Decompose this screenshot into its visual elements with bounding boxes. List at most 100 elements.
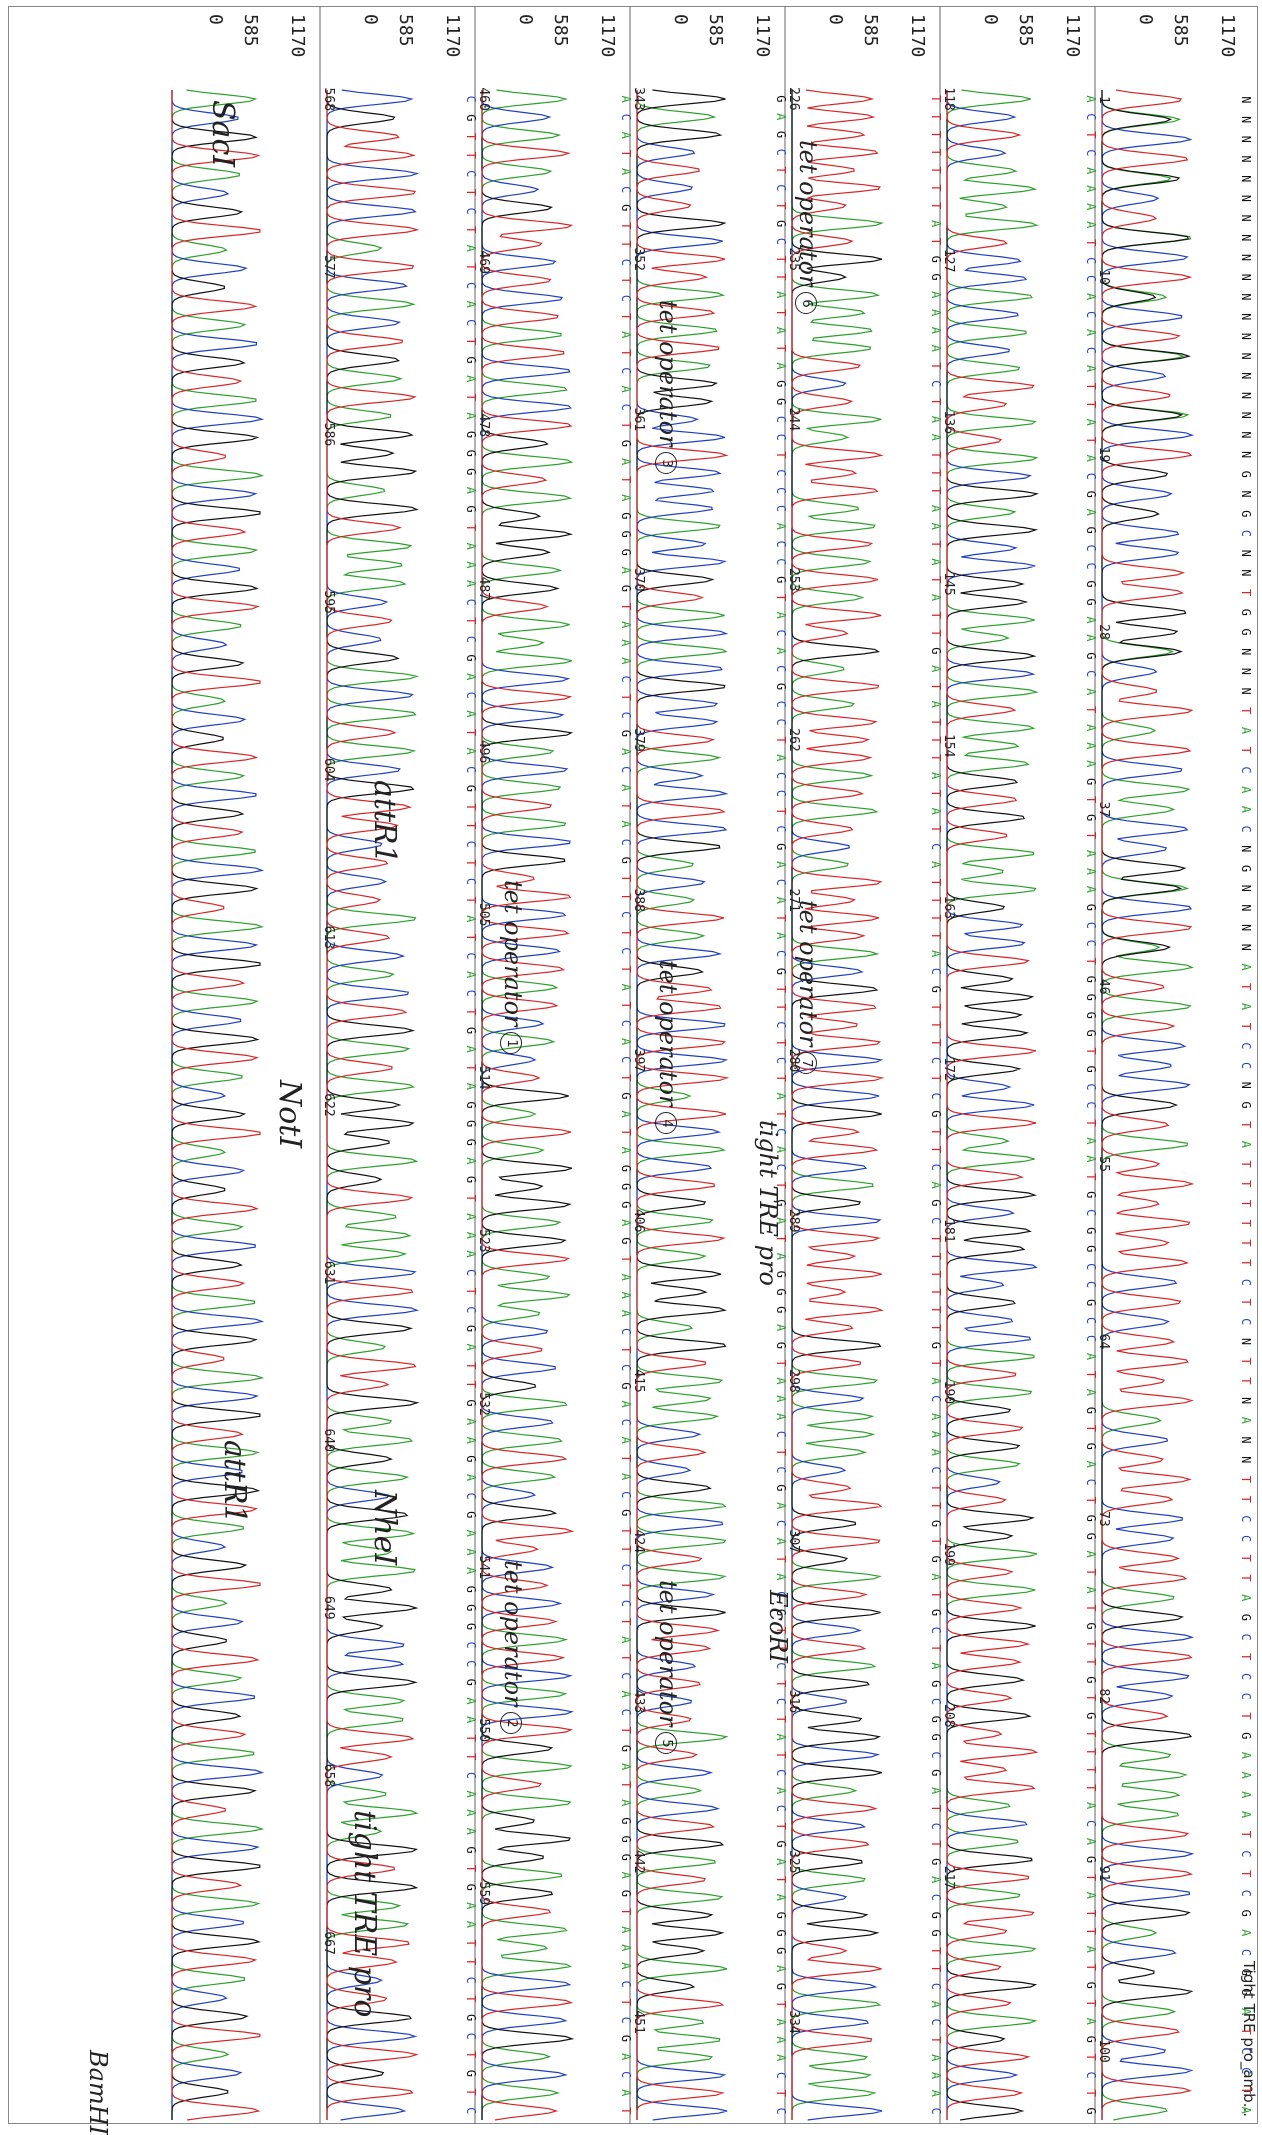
base-call: T: [619, 1129, 633, 1136]
base-call: T: [929, 398, 943, 405]
base-call: G: [1084, 598, 1098, 605]
base-call: A: [929, 558, 943, 566]
base-call: T: [464, 1288, 478, 1295]
base-call: T: [774, 1716, 788, 1723]
base-call: G: [774, 131, 788, 138]
base-call: A: [464, 1157, 478, 1165]
base-call: C: [619, 766, 633, 773]
base-call: G: [774, 1271, 788, 1278]
position-label: 406: [631, 1209, 646, 1232]
base-call: A: [1239, 1752, 1253, 1760]
base-call: T: [929, 1021, 943, 1028]
base-call: C: [929, 1217, 943, 1224]
base-call: C: [619, 947, 633, 954]
base-call: N: [1239, 687, 1253, 694]
base-call: T: [774, 202, 788, 209]
position-label: 649: [321, 1596, 336, 1619]
position-label: 226: [786, 87, 801, 110]
base-call: C: [1084, 311, 1098, 318]
position-label: 424: [631, 1530, 646, 1554]
position-label: 136: [941, 411, 956, 434]
base-call: T: [1239, 707, 1253, 714]
base-call: C: [929, 1092, 943, 1099]
trace-G: [171, 90, 262, 2120]
base-call: A: [464, 1474, 478, 1482]
position-label: 55: [1096, 1156, 1111, 1172]
base-call: G: [464, 114, 478, 121]
base-call: A: [929, 665, 943, 673]
base-call: A: [774, 1894, 788, 1902]
base-call: T: [774, 256, 788, 263]
base-call: A: [774, 1413, 788, 1421]
base-call: A: [1239, 1811, 1253, 1819]
base-call: C: [774, 487, 788, 494]
base-call: T: [619, 2107, 633, 2114]
base-call: T: [929, 238, 943, 245]
base-call: G: [1084, 1299, 1098, 1306]
base-call: C: [464, 207, 478, 214]
base-call: T: [1084, 706, 1098, 713]
base-call: C: [774, 629, 788, 636]
base-call: T: [619, 965, 633, 972]
base-call: G: [1084, 1245, 1098, 1252]
base-call: G: [1084, 1856, 1098, 1863]
base-call: C: [774, 505, 788, 512]
base-call: G: [774, 968, 788, 975]
base-call: A: [619, 1636, 633, 1644]
base-call: A: [929, 594, 943, 602]
base-call: C: [1239, 1535, 1253, 1542]
annotation-bamhi: BamHI: [84, 2050, 112, 2135]
base-call: A: [1084, 221, 1098, 229]
base-call: T: [619, 1618, 633, 1625]
base-call: A: [464, 1250, 478, 1258]
base-call: N: [1239, 293, 1253, 300]
annotation-tet-operator-1: tet operator1: [499, 880, 527, 1055]
base-call: T: [774, 914, 788, 921]
position-label: 1: [1096, 96, 1111, 104]
base-call: C: [619, 2017, 633, 2024]
base-call: A: [1239, 1141, 1253, 1149]
base-call: G: [464, 356, 478, 363]
base-call: T: [929, 790, 943, 797]
base-call: G: [464, 1679, 478, 1686]
base-call: C: [619, 2071, 633, 2078]
base-call: N: [1239, 924, 1253, 931]
base-call: G: [1084, 580, 1098, 587]
chromatogram-panel: 1170 585 0 C G T T C T C T A T C A C T G A T A G G G A G T A A A C T C G A…: [321, 6, 478, 2124]
base-call: A: [464, 1790, 478, 1798]
base-call: G: [1084, 778, 1098, 785]
base-call: T: [929, 897, 943, 904]
base-call: T: [929, 683, 943, 690]
base-call: T: [929, 1360, 943, 1367]
position-label: 154: [941, 734, 956, 758]
base-call: C: [619, 114, 633, 121]
base-call: A: [929, 1413, 943, 1421]
position-label: 91: [1096, 1866, 1111, 1882]
base-call: T: [929, 1538, 943, 1545]
annotation-tet-operator-6: tet operator6: [794, 140, 822, 315]
position-label: 415: [631, 1369, 646, 1392]
position-label: 532: [476, 1392, 491, 1415]
base-call: C: [1239, 766, 1253, 773]
base-call: A: [1084, 419, 1098, 427]
base-call: T: [929, 736, 943, 743]
base-call: T: [464, 263, 478, 270]
base-call: N: [1239, 96, 1253, 103]
base-call: C: [1084, 473, 1098, 480]
axis-label: 0: [980, 14, 1001, 25]
base-call: C: [1084, 113, 1098, 120]
base-call: C: [774, 2107, 788, 2114]
base-call: T: [464, 189, 478, 196]
base-call: C: [619, 1709, 633, 1716]
chromatogram-panel: 1170 585 0 A C A T A C G T T C T C T A T C A C T G A T A G G G A G T A A A…: [476, 6, 633, 2124]
base-call: G: [464, 1325, 478, 1332]
annotation-saci: SacI: [205, 100, 240, 168]
base-call: G: [619, 440, 633, 447]
base-call: T: [464, 133, 478, 140]
base-call: C: [619, 1364, 633, 1371]
trace-T: [946, 90, 1039, 2120]
base-call: C: [464, 170, 478, 177]
base-call: C: [619, 712, 633, 719]
position-label: 604: [321, 758, 336, 782]
position-label: 73: [1096, 1511, 1111, 1527]
